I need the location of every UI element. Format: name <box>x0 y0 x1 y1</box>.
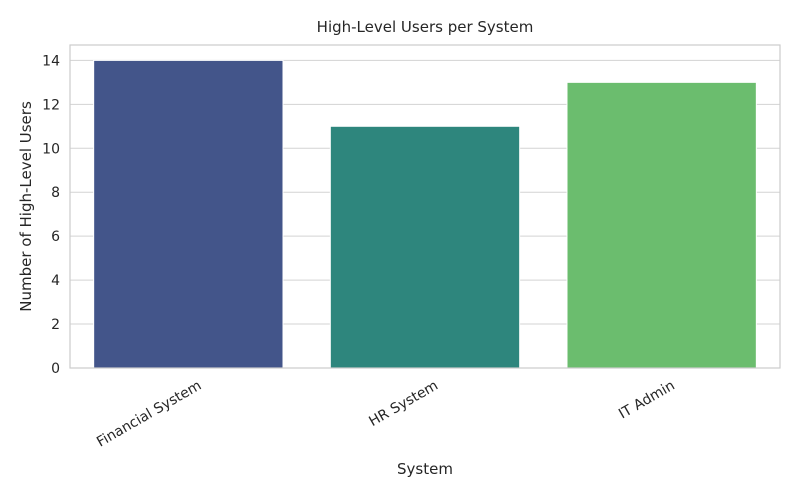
y-tick-label: 6 <box>51 229 60 245</box>
y-tick-label: 0 <box>51 361 60 377</box>
bar-it-admin <box>566 81 757 369</box>
y-tick-label: 4 <box>51 273 60 289</box>
y-axis-title: Number of High-Level Users <box>17 101 35 312</box>
y-tick-label: 12 <box>42 97 60 113</box>
bar-hr-system <box>329 125 521 369</box>
x-tick-label: HR System <box>366 378 441 430</box>
x-tick-label: Financial System <box>94 378 204 451</box>
x-axis-ticks: Financial System HR System IT Admin <box>94 378 677 451</box>
x-axis-title: System <box>397 460 453 478</box>
bars <box>93 59 757 369</box>
y-axis-ticks: 0 2 4 6 8 10 12 14 <box>42 53 60 377</box>
x-tick-label: IT Admin <box>616 378 677 423</box>
y-tick-label: 2 <box>51 317 60 333</box>
y-tick-label: 8 <box>51 185 60 201</box>
chart-title: High-Level Users per System <box>317 18 534 36</box>
y-tick-label: 14 <box>42 53 60 69</box>
bar-financial-system <box>93 59 284 369</box>
y-tick-label: 10 <box>42 141 60 157</box>
plot-frame <box>69 44 781 369</box>
